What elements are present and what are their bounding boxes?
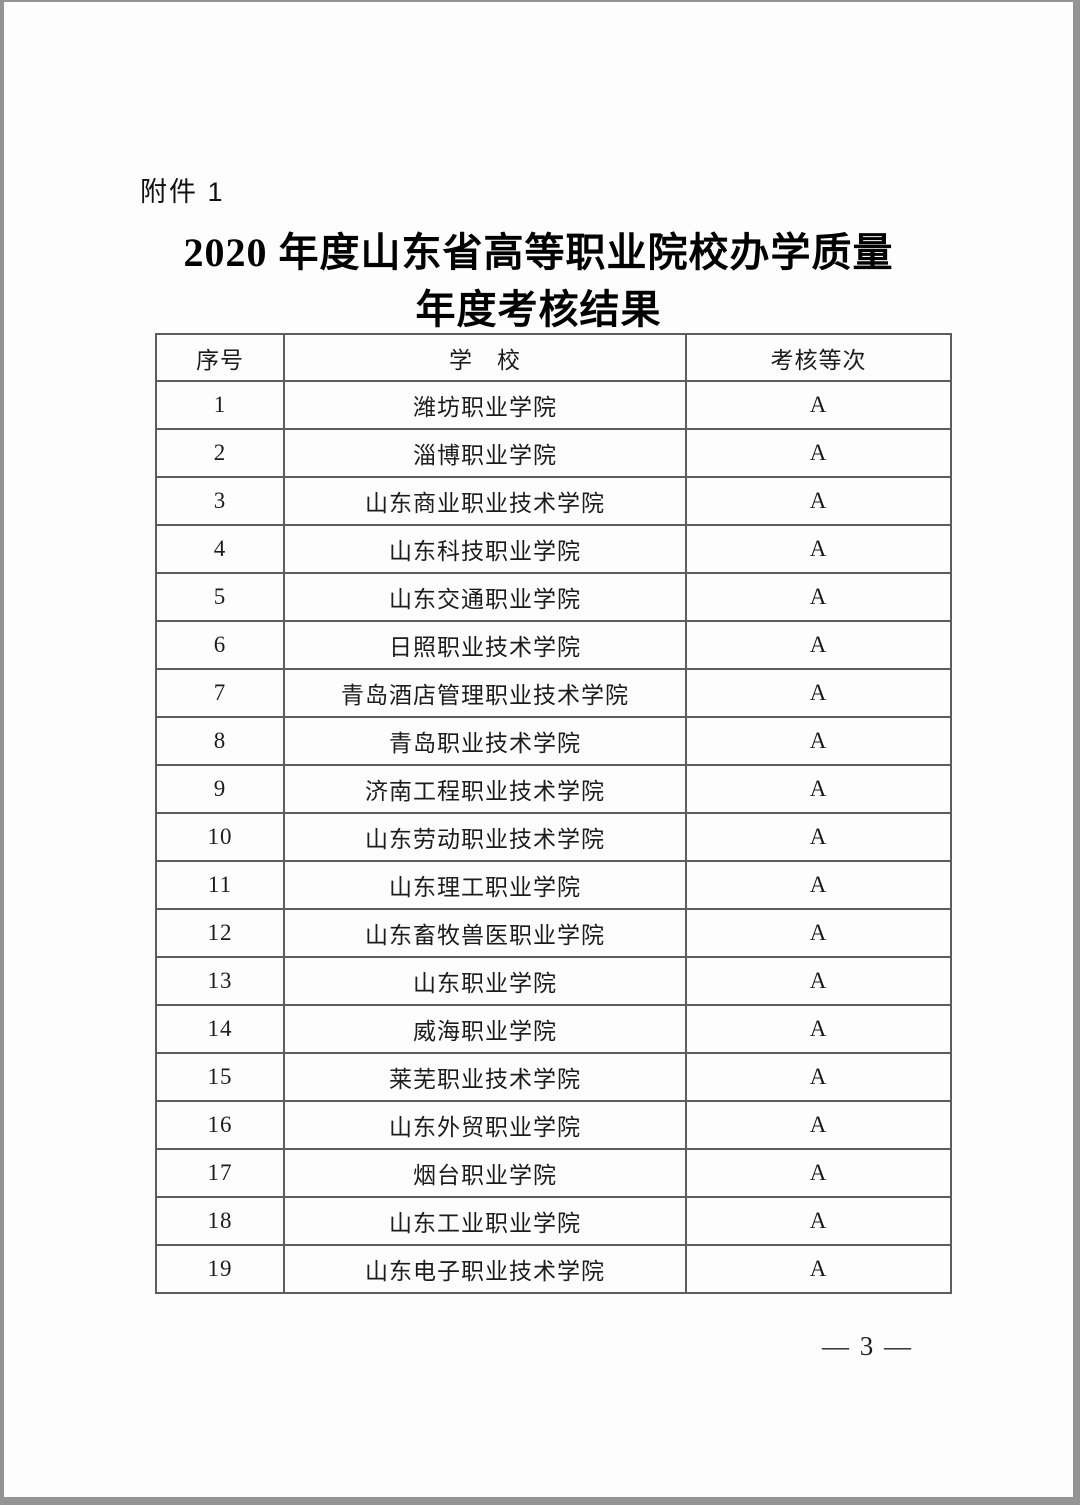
- school-name-cell: 山东商业职业技术学院: [283, 476, 687, 526]
- row-number-cell: 9: [155, 764, 285, 814]
- grade-cell: A: [685, 860, 952, 910]
- row-number-cell: 11: [155, 860, 285, 910]
- school-name-cell: 山东电子职业技术学院: [283, 1244, 687, 1294]
- table-row: 17 烟台职业学院 A: [155, 1148, 952, 1198]
- grade-cell: A: [685, 620, 952, 670]
- grade-cell: A: [685, 956, 952, 1006]
- table-row: 5 山东交通职业学院 A: [155, 572, 952, 622]
- school-name-cell: 青岛酒店管理职业技术学院: [283, 668, 687, 718]
- school-name-cell: 山东工业职业学院: [283, 1196, 687, 1246]
- grade-cell: A: [685, 524, 952, 574]
- row-number-cell: 19: [155, 1244, 285, 1294]
- school-name-cell: 青岛职业技术学院: [283, 716, 687, 766]
- column-header-grade: 考核等次: [685, 333, 952, 382]
- page-number: — 3 —: [822, 1331, 913, 1361]
- grade-cell: A: [685, 1052, 952, 1102]
- school-name-cell: 烟台职业学院: [283, 1148, 687, 1198]
- grade-cell: A: [685, 1244, 952, 1294]
- row-number-cell: 5: [155, 572, 285, 622]
- table-row: 7 青岛酒店管理职业技术学院 A: [155, 668, 952, 718]
- row-number-cell: 3: [155, 476, 285, 526]
- row-number-cell: 15: [155, 1052, 285, 1102]
- row-number-cell: 10: [155, 812, 285, 862]
- school-name-cell: 山东畜牧兽医职业学院: [283, 908, 687, 958]
- table-row: 8 青岛职业技术学院 A: [155, 716, 952, 766]
- grade-cell: A: [685, 764, 952, 814]
- row-number-cell: 6: [155, 620, 285, 670]
- grade-cell: A: [685, 716, 952, 766]
- row-number-cell: 12: [155, 908, 285, 958]
- row-number-cell: 18: [155, 1196, 285, 1246]
- grade-cell: A: [685, 908, 952, 958]
- table-row: 10 山东劳动职业技术学院 A: [155, 812, 952, 862]
- table-body: 1 潍坊职业学院 A 2 淄博职业学院 A 3 山东商业职业技术学院 A 4 山东科技职业学院 A 5 山…: [155, 380, 952, 1294]
- table-row: 1 潍坊职业学院 A: [155, 380, 952, 430]
- assessment-table: 序号学 校考核等次 1 潍坊职业学院 A 2 淄博职业学院 A 3 山东商业职业技术学院 A 4 山…: [155, 333, 952, 1294]
- document-page: 附件 1 2020 年度山东省高等职业院校办学质量 年度考核结果 序号学 校考核…: [4, 2, 1073, 1497]
- title-line-2: 年度考核结果: [415, 287, 662, 332]
- table-row: 4 山东科技职业学院 A: [155, 524, 952, 574]
- table-row: 14 威海职业学院 A: [155, 1004, 952, 1054]
- grade-cell: A: [685, 428, 952, 478]
- row-number-cell: 8: [155, 716, 285, 766]
- school-name-cell: 山东外贸职业学院: [283, 1100, 687, 1150]
- table-row: 9 济南工程职业技术学院 A: [155, 764, 952, 814]
- table-row: 6 日照职业技术学院 A: [155, 620, 952, 670]
- grade-cell: A: [685, 1148, 952, 1198]
- table-header-row: 序号学 校考核等次: [155, 333, 952, 382]
- grade-cell: A: [685, 380, 952, 430]
- grade-cell: A: [685, 1100, 952, 1150]
- column-header-school: 学 校: [283, 333, 687, 382]
- school-name-cell: 威海职业学院: [283, 1004, 687, 1054]
- school-name-cell: 山东科技职业学院: [283, 524, 687, 574]
- row-number-cell: 7: [155, 668, 285, 718]
- grade-cell: A: [685, 668, 952, 718]
- school-name-cell: 山东职业学院: [283, 956, 687, 1006]
- row-number-cell: 14: [155, 1004, 285, 1054]
- school-name-cell: 山东交通职业学院: [283, 572, 687, 622]
- row-number-cell: 4: [155, 524, 285, 574]
- title-line-1: 2020 年度山东省高等职业院校办学质量: [183, 230, 894, 275]
- row-number-cell: 2: [155, 428, 285, 478]
- document-title: 2020 年度山东省高等职业院校办学质量 年度考核结果: [4, 224, 1073, 338]
- table-header: 序号学 校考核等次: [155, 333, 952, 382]
- column-header-no: 序号: [155, 333, 285, 382]
- grade-cell: A: [685, 1196, 952, 1246]
- school-name-cell: 山东劳动职业技术学院: [283, 812, 687, 862]
- school-name-cell: 山东理工职业学院: [283, 860, 687, 910]
- school-name-cell: 潍坊职业学院: [283, 380, 687, 430]
- table-row: 12 山东畜牧兽医职业学院 A: [155, 908, 952, 958]
- school-name-cell: 日照职业技术学院: [283, 620, 687, 670]
- table-row: 3 山东商业职业技术学院 A: [155, 476, 952, 526]
- table-row: 18 山东工业职业学院 A: [155, 1196, 952, 1246]
- attachment-label: 附件 1: [140, 177, 225, 207]
- table-row: 13 山东职业学院 A: [155, 956, 952, 1006]
- row-number-cell: 17: [155, 1148, 285, 1198]
- row-number-cell: 1: [155, 380, 285, 430]
- grade-cell: A: [685, 476, 952, 526]
- school-name-cell: 莱芜职业技术学院: [283, 1052, 687, 1102]
- grade-cell: A: [685, 1004, 952, 1054]
- row-number-cell: 13: [155, 956, 285, 1006]
- table-row: 2 淄博职业学院 A: [155, 428, 952, 478]
- table-row: 11 山东理工职业学院 A: [155, 860, 952, 910]
- grade-cell: A: [685, 812, 952, 862]
- school-name-cell: 济南工程职业技术学院: [283, 764, 687, 814]
- school-name-cell: 淄博职业学院: [283, 428, 687, 478]
- grade-cell: A: [685, 572, 952, 622]
- table-row: 19 山东电子职业技术学院 A: [155, 1244, 952, 1294]
- table-row: 16 山东外贸职业学院 A: [155, 1100, 952, 1150]
- row-number-cell: 16: [155, 1100, 285, 1150]
- table-row: 15 莱芜职业技术学院 A: [155, 1052, 952, 1102]
